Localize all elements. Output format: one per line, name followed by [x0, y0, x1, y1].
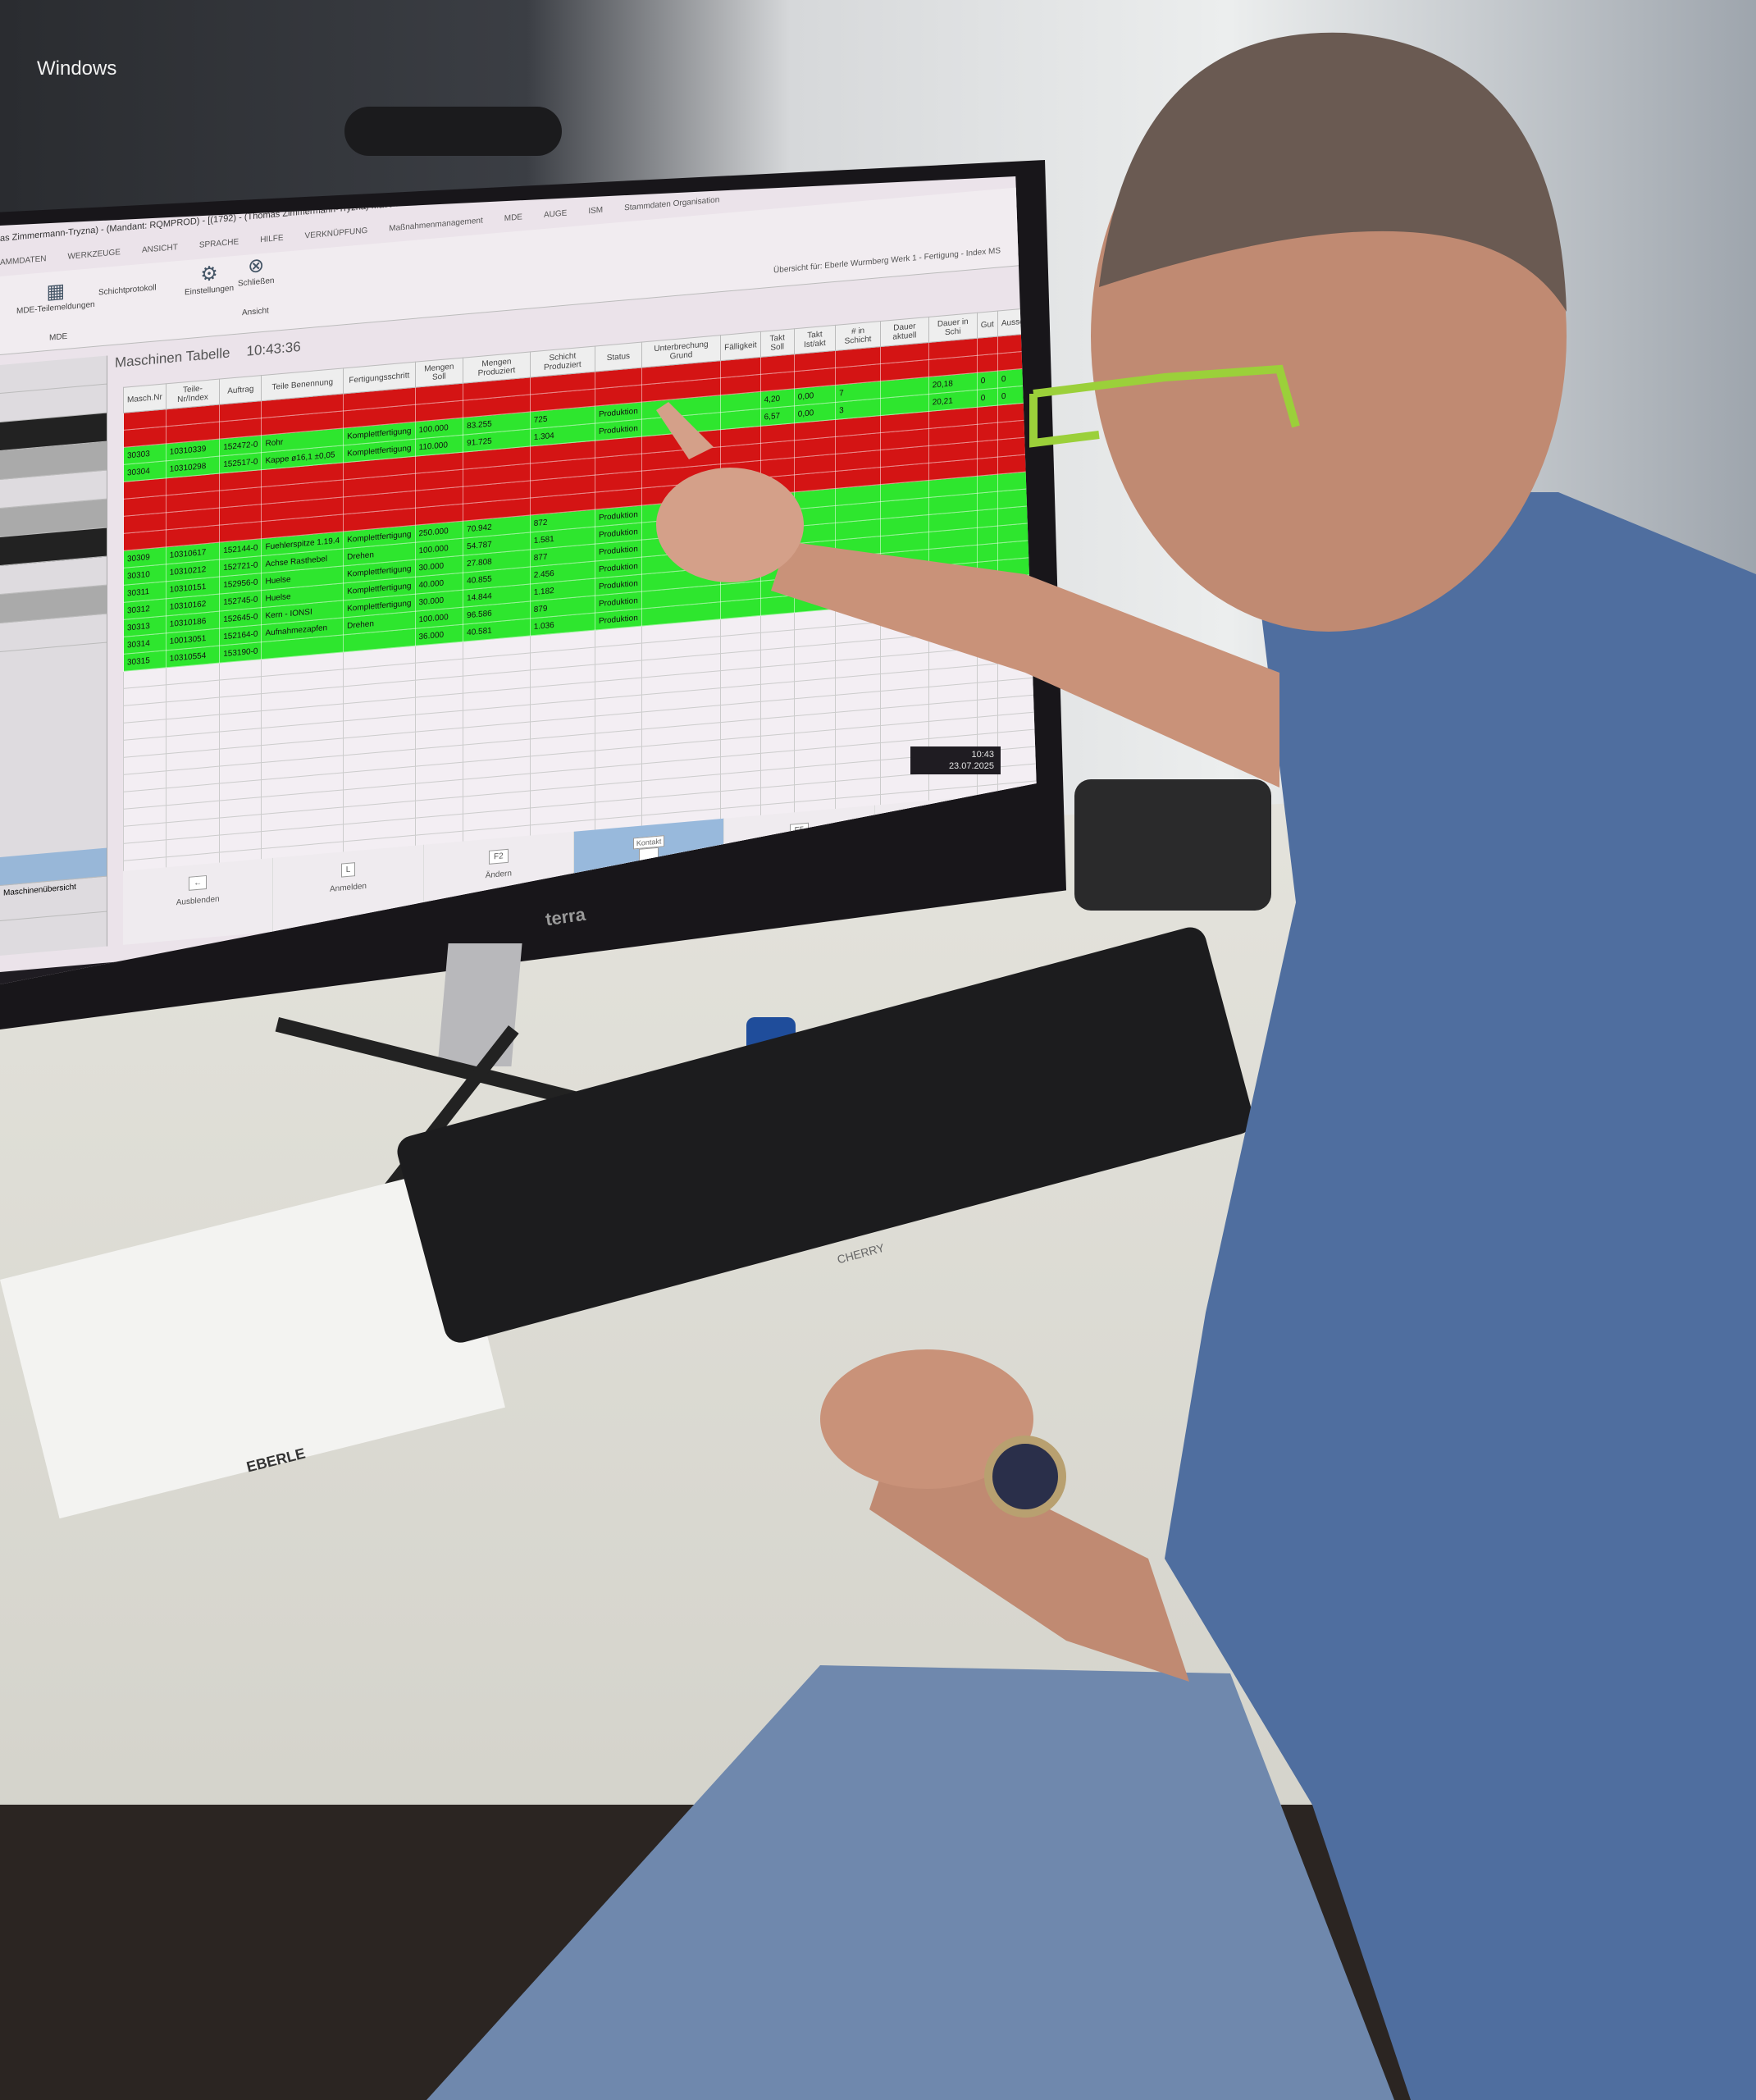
- button-label: Ausblenden: [176, 894, 220, 908]
- schichtprotokoll-label: Schichtprotokoll: [98, 283, 157, 298]
- table-cell: 0: [977, 371, 998, 390]
- clock-readout: 10:43:36: [246, 338, 301, 359]
- column-header[interactable]: Gut: [977, 311, 998, 339]
- tab-maschinen-tabelle[interactable]: Maschinen Tabelle: [115, 345, 230, 371]
- column-header[interactable]: Status: [595, 342, 642, 372]
- einstellungen-button[interactable]: ⚙ Einstellungen: [185, 260, 234, 298]
- column-header[interactable]: Fälligkeit: [720, 331, 761, 361]
- schichtprotokoll-button[interactable]: Schichtprotokoll: [98, 283, 157, 297]
- button-label: Ändern: [485, 869, 512, 881]
- sidebar: Maschinenübersicht: [0, 355, 107, 956]
- schliessen-ribbon-button[interactable]: ⊗ Schließen: [238, 253, 274, 289]
- column-header[interactable]: # in Schicht: [835, 321, 881, 351]
- overview-label: Übersicht für: Eberle Wurmberg Werk 1 - …: [773, 246, 1001, 276]
- table-cell: [977, 422, 998, 442]
- empty-cell: [977, 681, 998, 701]
- monitor-stand: [437, 943, 522, 1066]
- menu-item[interactable]: AUGE: [543, 208, 568, 220]
- group-mde-label: MDE: [49, 331, 68, 343]
- menu-item[interactable]: AMMDATEN: [0, 254, 47, 267]
- table-cell: [977, 526, 998, 546]
- key-icon: L: [340, 862, 356, 878]
- menu-item[interactable]: MDE: [504, 212, 522, 224]
- desk-phone: [1074, 779, 1271, 911]
- table-cell: [977, 336, 998, 356]
- function-button-ausblenden[interactable]: ← Ausblenden: [123, 857, 274, 945]
- group-ansicht-label: Ansicht: [242, 306, 269, 318]
- button-label: Anmelden: [329, 881, 367, 894]
- menu-item[interactable]: ANSICHT: [141, 243, 178, 255]
- table-cell: 0: [977, 388, 998, 408]
- column-header[interactable]: Takt Ist/akt: [794, 325, 836, 354]
- menu-item[interactable]: WERKZEUGE: [67, 248, 121, 262]
- key-icon: F2: [488, 848, 509, 865]
- table-cell: [977, 543, 998, 563]
- webcam: [344, 107, 562, 156]
- table-cell: [977, 509, 998, 528]
- menu-item[interactable]: ISM: [588, 205, 604, 217]
- empty-cell: [977, 715, 998, 735]
- column-header[interactable]: Auftrag: [219, 375, 262, 405]
- close-circle-icon: ⊗: [248, 253, 265, 278]
- table-cell: [977, 578, 998, 597]
- menu-item[interactable]: HILFE: [260, 233, 284, 245]
- table-cell: [977, 474, 998, 494]
- table-cell: [977, 405, 998, 425]
- table-cell: [977, 491, 998, 511]
- empty-cell: [977, 698, 998, 718]
- table-cell: [977, 560, 998, 580]
- empty-cell: [977, 646, 998, 666]
- column-header[interactable]: Takt Soll: [760, 328, 795, 358]
- mde-teilemeldungen-button[interactable]: ▦ MDE-Teilemeldungen: [16, 276, 95, 316]
- table-cell: [977, 457, 998, 477]
- system-tray[interactable]: 10:43 23.07.2025: [910, 746, 1001, 774]
- column-header[interactable]: Masch.Nr: [123, 383, 166, 413]
- table-cell: [977, 440, 998, 459]
- table-cell: [977, 354, 998, 373]
- menu-item[interactable]: Maßnahmenmanagement: [389, 216, 483, 234]
- key-icon: ←: [189, 874, 208, 891]
- empty-cell: [977, 629, 998, 649]
- menu-item[interactable]: Stammdaten Organisation: [624, 195, 720, 213]
- under-desk: [0, 1805, 1756, 2100]
- menu-item[interactable]: SPRACHE: [198, 237, 239, 250]
- schliessen-label: Schließen: [238, 276, 275, 289]
- empty-cell: [977, 612, 998, 632]
- empty-cell: [977, 595, 998, 614]
- background-window-label: Windows: [37, 57, 117, 80]
- menu-item[interactable]: VERKNÜPFUNG: [304, 226, 368, 241]
- taskbar-date: 23.07.2025: [948, 761, 994, 771]
- taskbar-time: 10:43: [971, 750, 994, 760]
- empty-cell: [977, 664, 998, 683]
